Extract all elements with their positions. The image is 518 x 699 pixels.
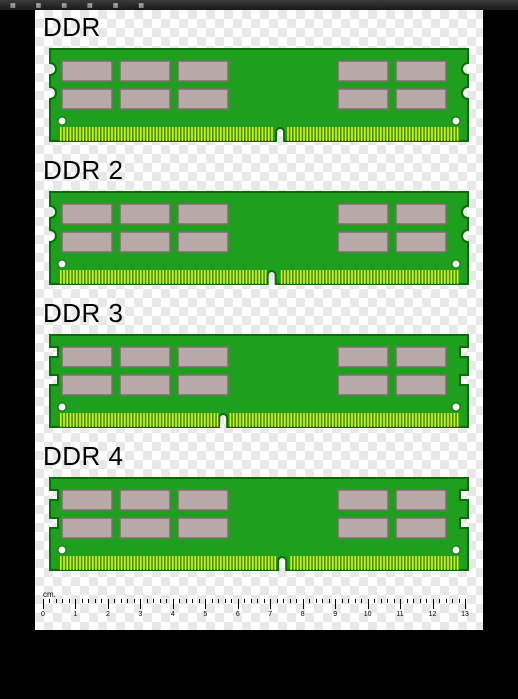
module-section: DDR 4: [35, 439, 483, 582]
ruler-tick-label: 9: [333, 611, 337, 618]
ruler: cm. 012345678910111213: [43, 590, 475, 624]
ruler-tick-label: 0: [41, 611, 45, 618]
ram-module: [48, 333, 470, 429]
module-label: DDR 2: [43, 155, 475, 186]
module-section: DDR 2: [35, 153, 483, 296]
module-section: DDR: [35, 10, 483, 153]
module-label: DDR: [43, 12, 475, 43]
ruler-unit-label: cm.: [43, 590, 475, 599]
ruler-tick-label: 8: [301, 611, 305, 618]
ruler-tick-label: 13: [461, 611, 469, 618]
ruler-tick-label: 12: [429, 611, 437, 618]
ram-module: [48, 476, 470, 572]
module-label: DDR 3: [43, 298, 475, 329]
taskbar: ▦▦▦▦▦▦: [0, 0, 518, 10]
module-label: DDR 4: [43, 441, 475, 472]
diagram-canvas: DDR DDR 2 DDR 3 DDR 4 cm. 01234567891011…: [35, 10, 483, 630]
ruler-tick-label: 10: [364, 611, 372, 618]
ram-module: [48, 190, 470, 286]
ruler-tick-label: 1: [74, 611, 78, 618]
ruler-tick-label: 11: [396, 611, 403, 618]
ruler-tick-label: 2: [106, 611, 110, 618]
ruler-tick-label: 3: [138, 611, 142, 618]
ruler-tick-label: 6: [236, 611, 240, 618]
module-section: DDR 3: [35, 296, 483, 439]
ruler-tick-label: 4: [171, 611, 175, 618]
ruler-tick-label: 7: [268, 611, 272, 618]
ram-module: [48, 47, 470, 143]
ruler-tick-label: 5: [203, 611, 207, 618]
